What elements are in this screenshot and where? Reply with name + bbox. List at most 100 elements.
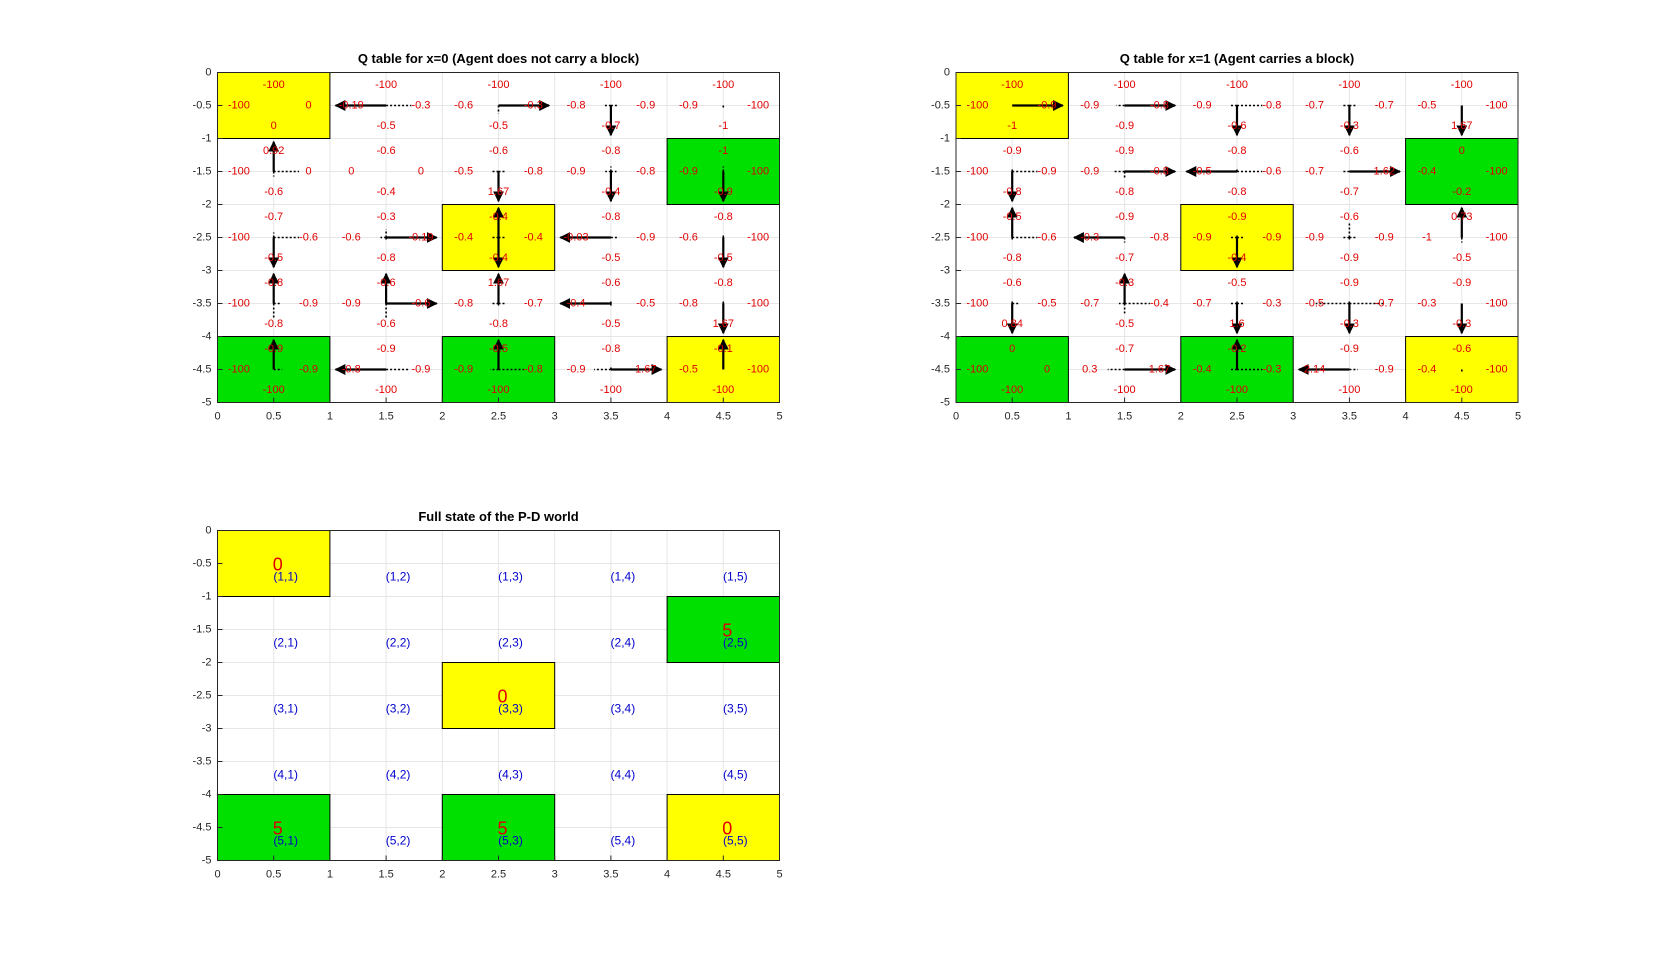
y-tick-label: -3.5 (193, 297, 212, 309)
y-tick-label: -3 (202, 722, 212, 734)
q-value-west: -0.6 (454, 99, 473, 111)
q-value-north: -100 (712, 79, 734, 91)
q-value-north: -100 (1226, 79, 1248, 91)
cell-coordinate: (4,3) (498, 768, 523, 782)
q-value-south: -100 (487, 384, 509, 396)
q-value-west: -100 (228, 297, 250, 309)
x-tick-label: 3.5 (603, 410, 618, 422)
q-value-south: -100 (1114, 384, 1136, 396)
q-value-south: -0.7 (601, 120, 620, 132)
q-value-south: -1 (718, 120, 728, 132)
q-value-south: 1.6 (1229, 318, 1244, 330)
x-tick-label: 0 (214, 410, 220, 422)
q-value-north: -0.9 (1452, 277, 1471, 289)
y-tick-label: -5 (202, 396, 212, 408)
q-value-east: -0.5 (636, 297, 655, 309)
q-value-west: -0.9 (567, 165, 586, 177)
x-tick-label: 1 (1065, 410, 1071, 422)
q-value-west: -0.9 (454, 363, 473, 375)
y-tick-label: -2.5 (931, 231, 950, 243)
q-value-south: -0.8 (489, 318, 508, 330)
q-value-west: -0.6 (679, 231, 698, 243)
y-tick-label: -0.5 (193, 99, 212, 111)
q-value-north: 0.92 (263, 145, 284, 157)
cell-coordinate: (3,4) (611, 702, 636, 716)
x-tick-label: 5 (776, 868, 782, 880)
q-value-north: -0.6 (601, 277, 620, 289)
q-value-north: -0.9 (1340, 343, 1359, 355)
q-value-east: -100 (747, 99, 769, 111)
q-value-north: 0 (1009, 343, 1015, 355)
q-value-east: -0.9 (1375, 363, 1394, 375)
q-value-east: -0.9 (299, 363, 318, 375)
block-count: 0 (497, 686, 507, 706)
q-value-west: -100 (966, 297, 988, 309)
q-value-south: -0.5 (1115, 318, 1134, 330)
cell-coordinate: (5,2) (386, 834, 411, 848)
q-value-south: 1.67 (488, 186, 509, 198)
chart-title: Q table for x=0 (Agent does not carry a … (358, 51, 639, 66)
x-tick-label: 1.5 (378, 868, 393, 880)
block-count: 0 (722, 818, 732, 838)
q-value-north: -0.3 (1115, 277, 1134, 289)
q-value-north: -0.6 (489, 145, 508, 157)
q-value-south: -100 (1226, 384, 1248, 396)
q-value-west: -0.5 (679, 363, 698, 375)
x-tick-label: 5 (1515, 410, 1521, 422)
q-value-east: -0.9 (636, 99, 655, 111)
q-value-south: -100 (1338, 384, 1360, 396)
cell-coordinate: (3,2) (386, 702, 411, 716)
y-tick-label: 0 (944, 66, 950, 78)
q-value-east: 0 (1044, 363, 1050, 375)
q-value-west: -0.3 (1417, 297, 1436, 309)
x-tick-label: 1 (327, 410, 333, 422)
x-tick-label: 0.5 (1005, 410, 1020, 422)
q-value-west: -100 (966, 165, 988, 177)
q-value-south: -0.5 (1452, 252, 1471, 264)
q-value-south: -0.8 (1228, 186, 1247, 198)
q-value-north: -0.4 (489, 211, 508, 223)
q-value-south: -0.4 (601, 186, 620, 198)
q-value-west: -0.7 (1193, 297, 1212, 309)
q-value-north: -0.5 (1003, 211, 1022, 223)
block-count: 0 (273, 554, 283, 574)
x-tick-label: 2 (439, 868, 445, 880)
q-value-north: -0.9 (377, 343, 396, 355)
y-tick-label: 0 (205, 524, 211, 536)
q-value-south: 1.67 (713, 318, 734, 330)
cells: -100-1-100 -0.9-100-0.9-0.9 -0.8-100-0.6-0… (955, 72, 1519, 403)
q-value-north: -0.6 (1452, 343, 1471, 355)
q-value-west: -0.9 (1193, 99, 1212, 111)
q-value-south: -0.5 (714, 252, 733, 264)
cells: 0(1,1) (1,2) (1,3) (1,4) (1,5)(2,1) (2,2) (2,3… (217, 530, 780, 861)
q-value-east: -100 (1486, 231, 1508, 243)
q-value-north: 0.73 (1451, 211, 1472, 223)
q-value-south: 1.67 (1451, 120, 1472, 132)
q-value-south: -0.5 (377, 120, 396, 132)
x-tick-label: 4 (1403, 410, 1409, 422)
q-value-south: -0.6 (1228, 120, 1247, 132)
q-value-west: -0.9 (342, 297, 361, 309)
q-value-west: -0.5 (454, 165, 473, 177)
q-value-east: -0.8 (524, 165, 543, 177)
q-value-south: -0.6 (264, 186, 283, 198)
pickup-cell (441, 662, 556, 729)
y-tick-label: -1 (940, 132, 950, 144)
q-value-south: -0.8 (1003, 252, 1022, 264)
y-tick-label: -0.5 (193, 557, 212, 569)
y-tick-label: -5 (940, 396, 950, 408)
cell-coordinate: (1,1) (273, 570, 298, 584)
q-value-east: -0.9 (1262, 231, 1281, 243)
y-tick-label: -2 (202, 656, 212, 668)
pickup-cell (217, 530, 331, 597)
q-value-east: -0.6 (1038, 231, 1057, 243)
q-value-north: -0.8 (264, 277, 283, 289)
q-value-north: -1 (718, 145, 728, 157)
q-value-north: -100 (487, 79, 509, 91)
cell-coordinate: (5,5) (723, 834, 748, 848)
y-tick-label: -1 (202, 132, 212, 144)
x-tick-label: 3 (552, 868, 558, 880)
dropoff-cell (1405, 138, 1519, 205)
